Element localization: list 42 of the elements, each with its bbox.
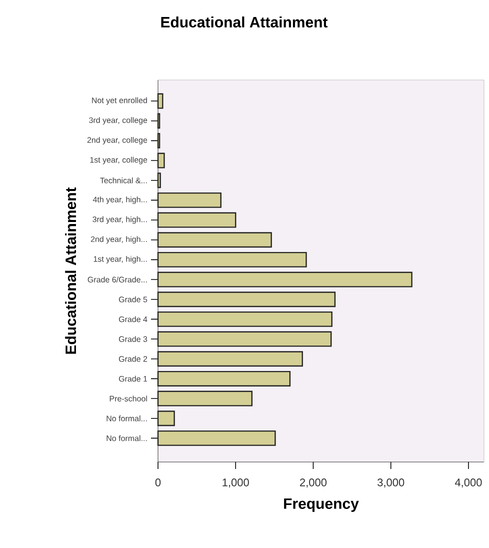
y-tick-label: 1st year, college xyxy=(90,156,148,164)
bar xyxy=(157,292,336,308)
y-tick-label: No formal... xyxy=(106,415,147,422)
bar xyxy=(157,370,291,386)
bar xyxy=(157,272,412,288)
bar xyxy=(157,331,332,347)
y-tick-label: Grade 5 xyxy=(118,296,148,302)
y-tick-label: 3rd year, college xyxy=(89,117,148,125)
bar xyxy=(157,212,236,228)
y-tick-label: 4th year, high... xyxy=(92,196,147,204)
y-tick-label: 3rd year, high... xyxy=(92,216,147,224)
x-tick-label: 3,000 xyxy=(378,478,404,488)
y-tick-label: 2nd year, high... xyxy=(90,236,147,244)
bar xyxy=(157,232,272,248)
y-tick-label: No formal... xyxy=(106,435,147,442)
x-tick-label: 4,000 xyxy=(454,478,482,488)
y-tick-label: Grade 6/Grade... xyxy=(88,276,147,282)
y-axis-title: Educational Attainment xyxy=(65,187,76,354)
x-tick-label: 1,000 xyxy=(222,478,249,488)
bar xyxy=(157,252,307,268)
bar xyxy=(157,351,303,367)
y-tick-label: Grade 4 xyxy=(118,316,148,322)
x-tick-label: 0 xyxy=(155,478,161,486)
y-tick-label: Grade 2 xyxy=(118,356,148,362)
y-tick-label: Pre-school xyxy=(110,396,147,402)
bar xyxy=(157,311,332,327)
bar xyxy=(157,192,222,208)
bar xyxy=(157,93,164,109)
x-axis-title: Frequency xyxy=(284,498,359,512)
y-tick-label: Grade 3 xyxy=(118,336,148,342)
bar xyxy=(157,430,276,446)
y-tick-label: 1st year, high... xyxy=(94,256,147,264)
bar xyxy=(157,390,253,406)
bar xyxy=(157,152,165,168)
y-tick-label: Not yet enrolled xyxy=(92,97,147,105)
y-tick-label: Technical &... xyxy=(100,177,147,184)
y-tick-label: 2nd year, college xyxy=(87,136,148,144)
chart-title: Educational Attainment xyxy=(161,16,328,28)
bar xyxy=(157,410,175,426)
y-tick-label: Grade 1 xyxy=(118,376,148,382)
bar xyxy=(157,172,161,188)
x-tick-label: 2,000 xyxy=(300,478,327,488)
